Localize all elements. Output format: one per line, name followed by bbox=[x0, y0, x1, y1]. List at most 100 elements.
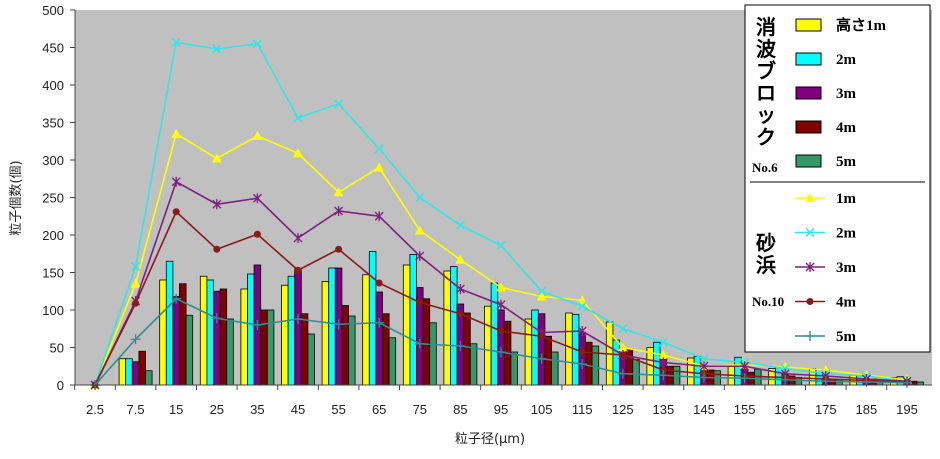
marker-plus bbox=[617, 368, 628, 379]
x-tick-label: 25 bbox=[210, 402, 224, 417]
marker-plus bbox=[496, 347, 506, 357]
legend-label: 3m bbox=[836, 260, 857, 276]
marker-circle bbox=[538, 332, 546, 340]
bar-3m bbox=[375, 291, 383, 386]
bar-3m bbox=[578, 332, 586, 386]
bar-高さ1m bbox=[402, 264, 411, 386]
bar-高さ1m bbox=[362, 274, 370, 386]
x-axis-label: 粒子径(μm) bbox=[455, 432, 525, 447]
marker-triangle bbox=[374, 162, 385, 172]
bar-5m bbox=[469, 343, 478, 386]
bar-5m bbox=[348, 315, 356, 386]
marker-star bbox=[252, 193, 262, 204]
marker-circle bbox=[497, 327, 505, 335]
y-tick-label: 400 bbox=[42, 78, 64, 93]
marker-x bbox=[537, 286, 547, 296]
bar-5m bbox=[388, 337, 397, 386]
bar-高さ1m bbox=[565, 312, 573, 386]
marker-x bbox=[496, 240, 506, 251]
bar-3m bbox=[172, 296, 180, 386]
marker-star bbox=[455, 284, 465, 294]
marker-triangle bbox=[211, 153, 222, 163]
x-tick-label: 185 bbox=[856, 402, 878, 417]
bar-4m bbox=[463, 312, 471, 386]
x-tick-label: 55 bbox=[331, 402, 345, 417]
y-tick-label: 200 bbox=[42, 228, 64, 243]
x-tick-label: 175 bbox=[815, 402, 837, 417]
bar-5m bbox=[591, 345, 600, 386]
marker-plus bbox=[780, 374, 791, 385]
bar-4m bbox=[300, 313, 309, 386]
marker-x bbox=[618, 324, 628, 334]
y-tick-label: 300 bbox=[42, 153, 64, 168]
marker-triangle bbox=[455, 254, 466, 264]
y-tick-label: 100 bbox=[42, 303, 64, 318]
legend-line-group-title: 浜 bbox=[756, 253, 776, 277]
bar-5m bbox=[226, 318, 234, 386]
bar-2m bbox=[693, 356, 702, 386]
marker-triangle bbox=[293, 148, 303, 158]
marker-plus bbox=[805, 331, 815, 341]
x-tick-label: 65 bbox=[372, 402, 386, 417]
bar-3m bbox=[537, 313, 546, 386]
legend-label: 1m bbox=[836, 191, 857, 207]
marker-x bbox=[293, 113, 303, 123]
marker-star bbox=[577, 326, 587, 336]
marker-x bbox=[658, 337, 668, 347]
bar-3m bbox=[131, 361, 140, 386]
marker-circle bbox=[456, 310, 464, 318]
marker-star bbox=[374, 211, 384, 222]
bar-2m bbox=[206, 279, 214, 386]
legend-swatch-4m bbox=[795, 120, 822, 134]
marker-circle bbox=[578, 348, 586, 356]
legend-label: 4m bbox=[836, 295, 857, 311]
marker-x bbox=[455, 220, 465, 230]
bar-5m bbox=[429, 322, 437, 386]
bar-高さ1m bbox=[321, 281, 330, 386]
legend-label: 4m bbox=[836, 120, 857, 136]
bar-高さ1m bbox=[199, 275, 208, 386]
legend-swatch-高さ1m bbox=[795, 18, 822, 32]
legend-bar-group-sub: No.6 bbox=[752, 160, 778, 175]
bar-3m bbox=[213, 290, 221, 386]
y-axis-label: 粒子個数(個) bbox=[9, 160, 24, 235]
bar-高さ1m bbox=[443, 270, 451, 386]
bar-2m bbox=[125, 358, 133, 386]
bar-5m bbox=[632, 359, 640, 386]
marker-star bbox=[171, 176, 181, 187]
bar-2m bbox=[368, 251, 377, 386]
marker-x bbox=[212, 44, 222, 54]
marker-plus bbox=[658, 370, 669, 381]
marker-star bbox=[496, 299, 506, 310]
x-tick-label: 2.5 bbox=[86, 402, 104, 417]
x-tick-label: 105 bbox=[531, 402, 553, 417]
marker-plus bbox=[171, 293, 182, 304]
marker-plus bbox=[130, 334, 141, 345]
legend-label: 5m bbox=[836, 154, 857, 170]
legend-swatch-2m bbox=[795, 52, 822, 66]
bar-4m bbox=[219, 288, 228, 386]
x-tick-label: 165 bbox=[774, 402, 796, 417]
marker-x bbox=[415, 192, 425, 203]
legend-label: 2m bbox=[836, 52, 857, 68]
bar-4m bbox=[341, 305, 349, 386]
marker-star bbox=[658, 357, 668, 368]
bar-4m bbox=[422, 298, 431, 386]
bar-高さ1m bbox=[281, 284, 289, 386]
marker-plus bbox=[902, 377, 912, 388]
bar-5m bbox=[835, 379, 843, 386]
legend-bar-group-title: 消 bbox=[756, 15, 776, 39]
marker-plus bbox=[739, 373, 750, 384]
bar-2m bbox=[409, 254, 417, 386]
marker-circle bbox=[253, 230, 261, 238]
bar-高さ1m bbox=[118, 358, 127, 386]
bar-5m bbox=[307, 333, 315, 386]
marker-circle bbox=[659, 366, 667, 374]
marker-plus bbox=[374, 317, 385, 328]
marker-triangle bbox=[658, 350, 669, 359]
y-tick-label: 0 bbox=[57, 378, 64, 393]
marker-star bbox=[415, 251, 425, 261]
marker-triangle bbox=[333, 187, 344, 197]
legend-label: 5m bbox=[836, 329, 857, 345]
